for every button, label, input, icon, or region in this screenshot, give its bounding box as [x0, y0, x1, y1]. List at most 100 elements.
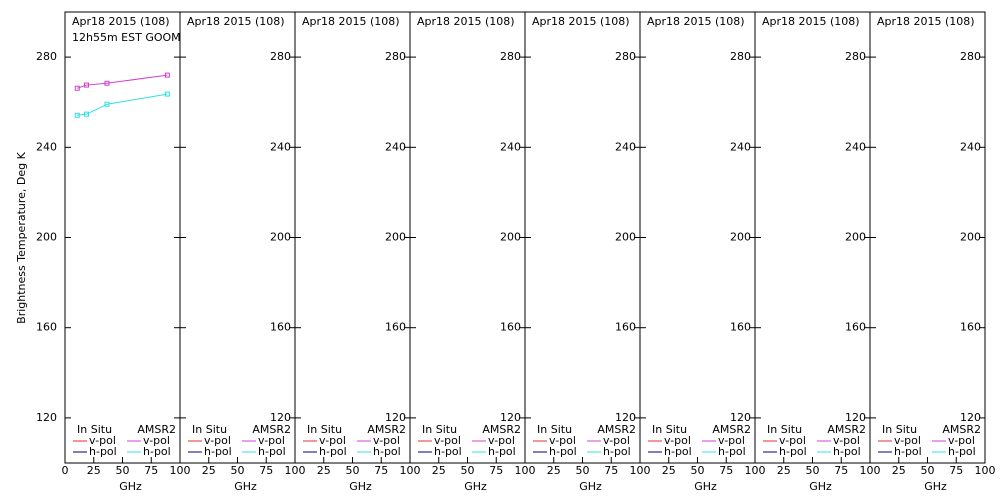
data-point	[74, 112, 80, 118]
legend-label: v-pol	[143, 434, 170, 447]
x-tick-label: 25	[547, 464, 561, 477]
legend-label: h-pol	[718, 445, 746, 458]
y-tick-label: 280	[615, 50, 636, 63]
x-axis-label: GHz	[809, 480, 832, 493]
x-tick-label: 25	[317, 464, 331, 477]
y-tick-label: 200	[385, 231, 406, 244]
y-tick-label: 160	[960, 321, 981, 334]
x-tick-label: 75	[604, 464, 618, 477]
panel-title: Apr18 2015 (108)	[647, 15, 745, 28]
y-tick-label: 120	[615, 411, 636, 424]
legend-group: In Situ	[767, 423, 802, 436]
y-tick-label: 200	[960, 231, 981, 244]
legend-label: h-pol	[664, 445, 692, 458]
y-tick-label: 120	[730, 411, 751, 424]
legend-label: h-pol	[258, 445, 286, 458]
x-tick-label: 50	[921, 464, 935, 477]
legend-label: v-pol	[948, 434, 975, 447]
y-tick-label: 240	[845, 140, 866, 153]
y-tick-label: 280	[385, 50, 406, 63]
x-tick-label: 100	[170, 464, 191, 477]
legend-label: v-pol	[603, 434, 630, 447]
legend-label: v-pol	[664, 434, 691, 447]
legend-label: v-pol	[779, 434, 806, 447]
legend-label: v-pol	[204, 434, 231, 447]
y-tick-label: 160	[500, 321, 521, 334]
legend-group: AMSR2	[482, 423, 521, 436]
y-tick-label: 160	[270, 321, 291, 334]
panel-title: Apr18 2015 (108)	[532, 15, 630, 28]
legend-label: v-pol	[89, 434, 116, 447]
y-tick-label: 240	[500, 140, 521, 153]
y-tick-label: 160	[385, 321, 406, 334]
series-line	[77, 93, 168, 116]
y-axis-label: Brightness Temperature, Deg K	[15, 151, 28, 323]
x-tick-label: 25	[87, 464, 101, 477]
x-tick-label: 100	[630, 464, 651, 477]
legend-group: In Situ	[422, 423, 457, 436]
data-point	[104, 80, 110, 86]
y-tick-label: 120	[960, 411, 981, 424]
x-tick-label: 100	[975, 464, 996, 477]
y-tick-label: 240	[36, 140, 57, 153]
legend-group: In Situ	[882, 423, 917, 436]
plot-frame	[64, 11, 181, 464]
y-tick-label: 160	[615, 321, 636, 334]
data-point	[104, 101, 110, 107]
x-tick-label: 100	[515, 464, 536, 477]
y-tick-label: 240	[270, 140, 291, 153]
y-tick-label: 240	[960, 140, 981, 153]
legend-label: h-pol	[779, 445, 807, 458]
x-axis-label: GHz	[119, 480, 142, 493]
legend-label: h-pol	[89, 445, 117, 458]
x-tick-label: 0	[62, 464, 69, 477]
y-tick-label: 160	[36, 321, 57, 334]
legend-group: AMSR2	[252, 423, 291, 436]
x-tick-label: 25	[432, 464, 446, 477]
y-tick-label: 120	[385, 411, 406, 424]
x-tick-label: 50	[691, 464, 705, 477]
y-tick-label: 280	[270, 50, 291, 63]
legend-label: h-pol	[603, 445, 631, 458]
legend-label: v-pol	[833, 434, 860, 447]
y-tick-label: 280	[845, 50, 866, 63]
y-tick-label: 280	[960, 50, 981, 63]
legend-group: AMSR2	[597, 423, 636, 436]
y-tick-label: 200	[615, 231, 636, 244]
panel-title: Apr18 2015 (108)	[877, 15, 975, 28]
x-axis-label: GHz	[234, 480, 257, 493]
legend-label: v-pol	[258, 434, 285, 447]
y-tick-label: 160	[845, 321, 866, 334]
x-tick-label: 25	[892, 464, 906, 477]
y-tick-label: 120	[36, 411, 57, 424]
y-tick-label: 280	[500, 50, 521, 63]
x-tick-label: 100	[745, 464, 766, 477]
panel-title: Apr18 2015 (108)	[72, 15, 170, 28]
legend-label: v-pol	[373, 434, 400, 447]
legend-label: v-pol	[319, 434, 346, 447]
legend-group: In Situ	[652, 423, 687, 436]
y-tick-label: 120	[845, 411, 866, 424]
y-tick-label: 240	[615, 140, 636, 153]
x-tick-label: 75	[374, 464, 388, 477]
data-point	[164, 91, 170, 97]
legend-label: h-pol	[319, 445, 347, 458]
legend-label: h-pol	[948, 445, 976, 458]
x-tick-label: 25	[777, 464, 791, 477]
y-tick-label: 280	[730, 50, 751, 63]
panel-title: Apr18 2015 (108)	[302, 15, 400, 28]
x-tick-label: 50	[346, 464, 360, 477]
y-tick-label: 160	[730, 321, 751, 334]
x-tick-label: 75	[489, 464, 503, 477]
x-tick-label: 50	[116, 464, 130, 477]
legend-label: v-pol	[718, 434, 745, 447]
x-tick-label: 75	[259, 464, 273, 477]
legend-label: h-pol	[143, 445, 171, 458]
legend-group: AMSR2	[712, 423, 751, 436]
legend-label: h-pol	[549, 445, 577, 458]
x-tick-label: 100	[860, 464, 881, 477]
data-point	[74, 85, 80, 91]
x-axis-label: GHz	[464, 480, 487, 493]
legend-group: In Situ	[307, 423, 342, 436]
